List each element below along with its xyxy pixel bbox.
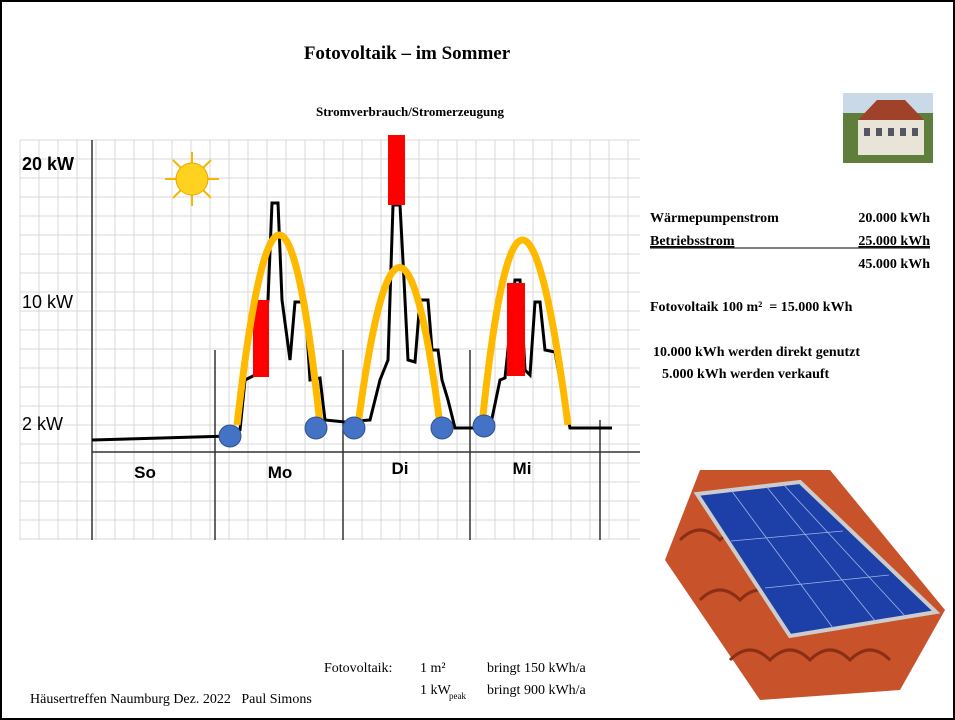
row-value: 20.000 kWh <box>858 211 930 226</box>
y-label: 20 kW <box>22 154 74 174</box>
house-photo <box>843 93 933 163</box>
row-label: Wärmepumpenstrom <box>650 211 779 226</box>
footer: Häusertreffen Naumburg Dez. 2022 Paul Si… <box>30 692 312 707</box>
solar-panel-photo <box>665 470 945 700</box>
usage-text: 10.000 kWh werden direkt genutzt <box>653 345 860 360</box>
day-label: Mi <box>513 459 532 478</box>
sun-icon <box>165 152 219 206</box>
yield-label: Fotovoltaik: <box>324 661 392 676</box>
pv-text: Fotovoltaik 100 m² = 15.000 kWh <box>650 300 853 315</box>
total: 45.000 kWh <box>858 257 930 272</box>
day-label: Di <box>392 459 409 478</box>
yield-value: bringt 900 kWh/a <box>487 683 587 698</box>
row-label: Betriebsstrom <box>650 234 735 249</box>
day-label: So <box>134 463 156 482</box>
day-label: Mo <box>268 463 293 482</box>
yield-unit: 1 kW <box>420 683 452 698</box>
usage-text: 5.000 kWh werden verkauft <box>662 367 830 382</box>
yield-unit: 1 m² <box>420 661 446 676</box>
consumption-line <box>91 201 612 442</box>
surplus-bars <box>253 135 525 377</box>
diagram-title: Stromverbrauch/Stromerzeugung <box>316 104 504 119</box>
consumption-table: Wärmepumpenstrom 20.000 kWh Betriebsstro… <box>650 211 930 272</box>
row-value: 25.000 kWh <box>858 234 930 249</box>
slide-title: Fotovoltaik – im Sommer <box>304 43 511 64</box>
axes <box>91 140 640 540</box>
yield-block: Fotovoltaik: 1 m² bringt 150 kWh/a 1 kW … <box>324 661 587 701</box>
y-label: 2 kW <box>22 414 63 434</box>
yield-value: bringt 150 kWh/a <box>487 661 587 676</box>
production-curves <box>233 231 572 426</box>
markers <box>218 414 496 448</box>
y-label: 10 kW <box>22 292 73 312</box>
yield-subscript: peak <box>449 691 466 701</box>
grid <box>19 139 640 540</box>
